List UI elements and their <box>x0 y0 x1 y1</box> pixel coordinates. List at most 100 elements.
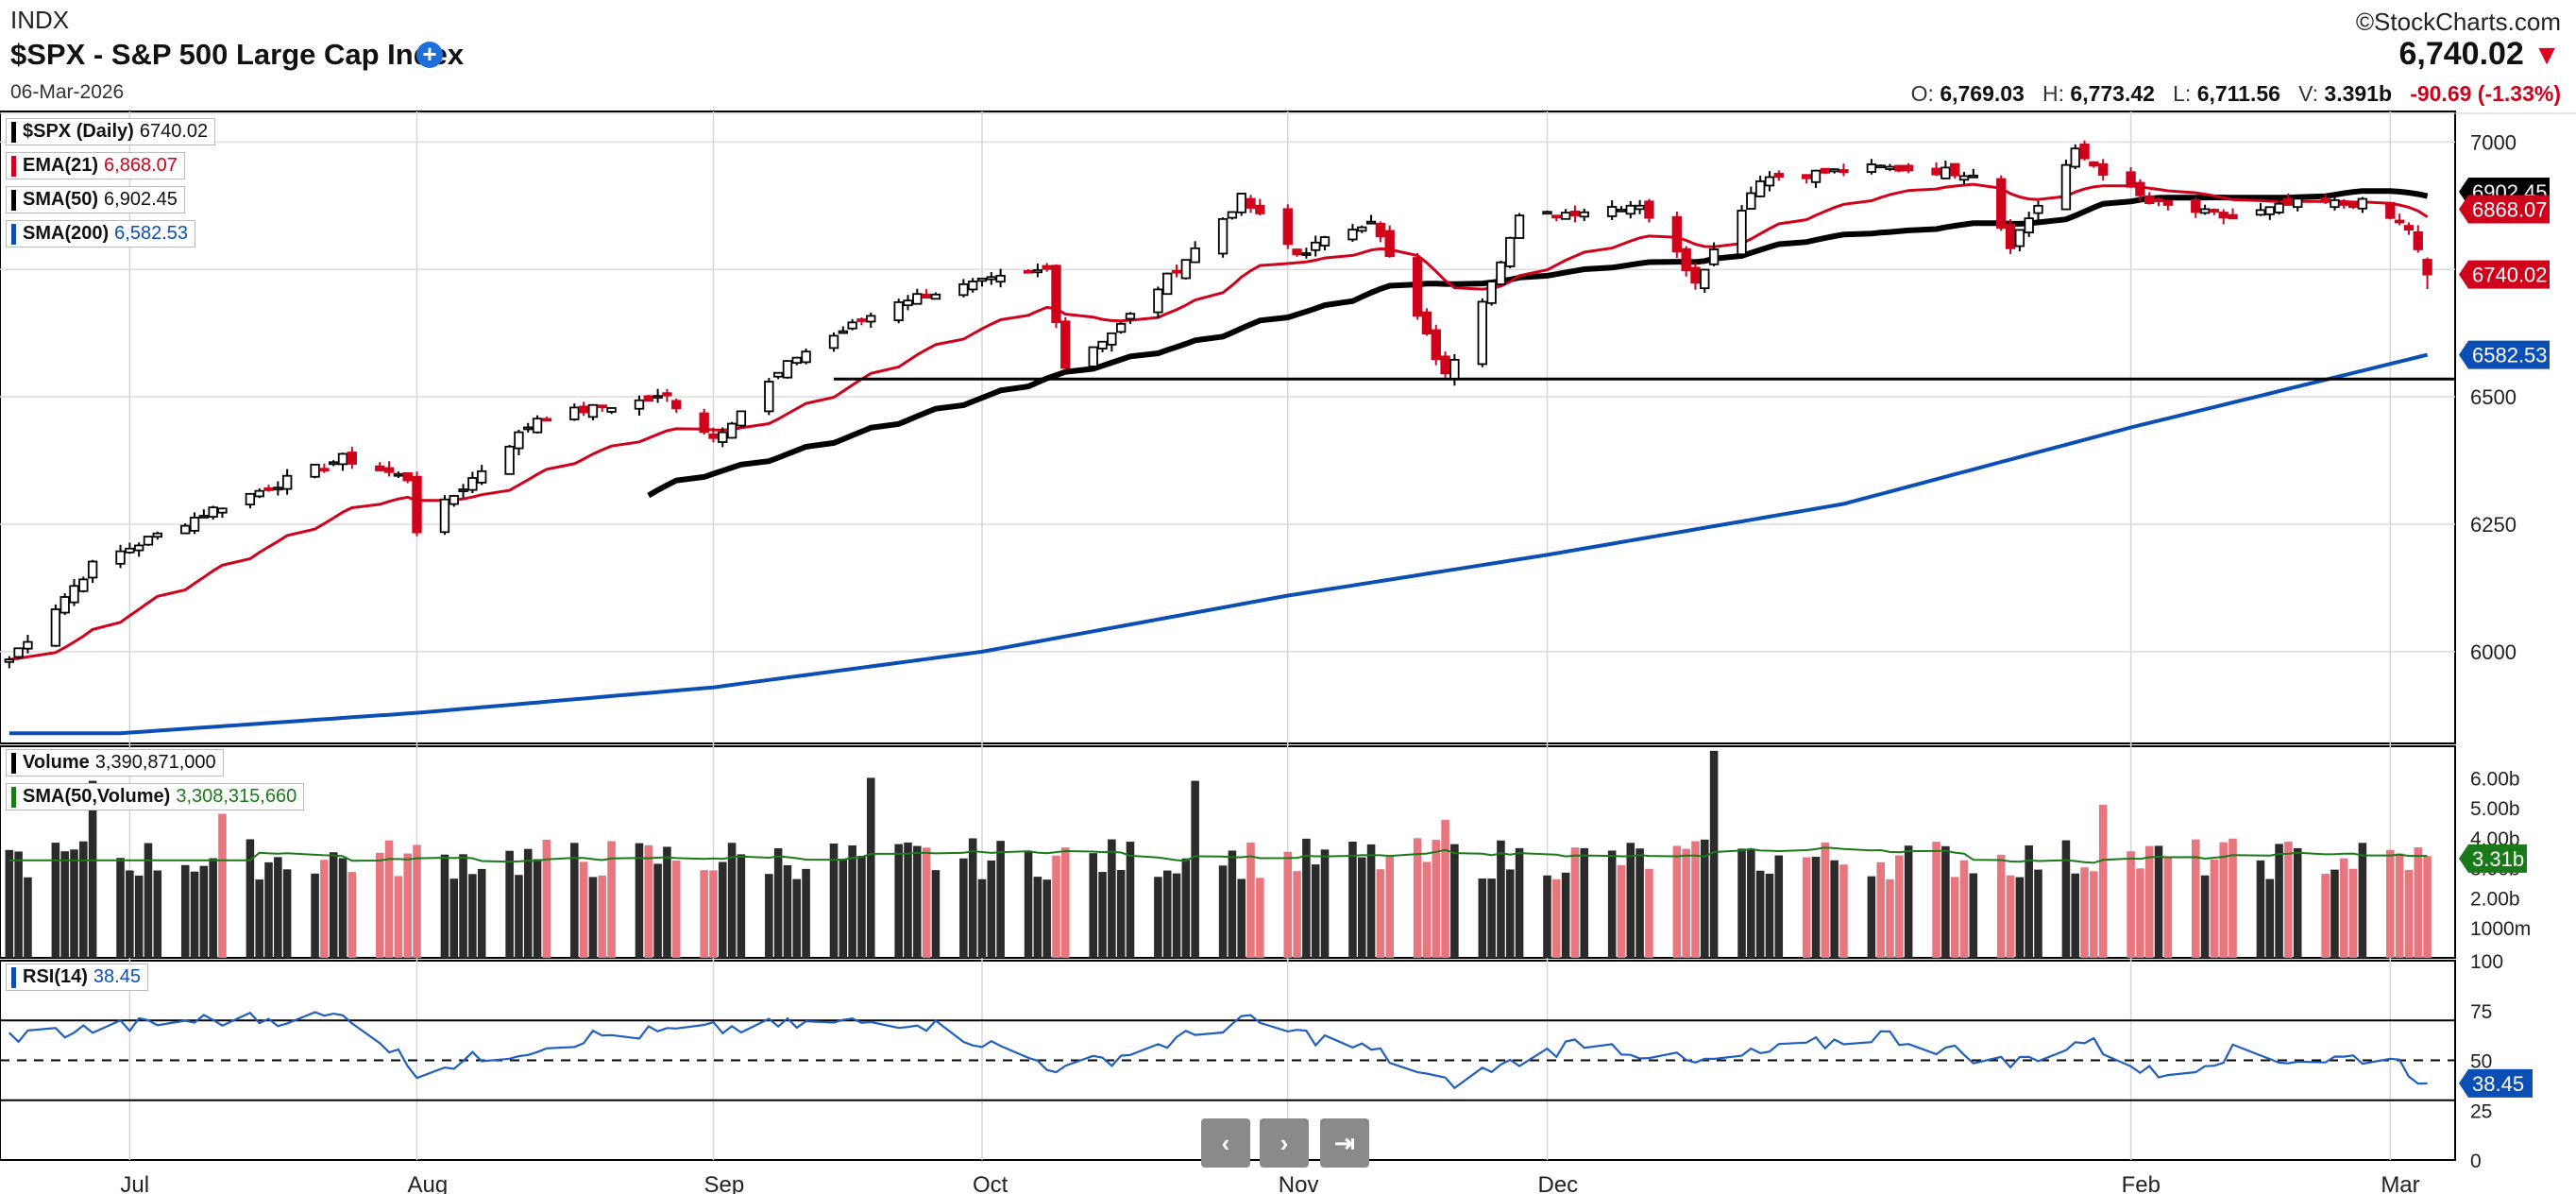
tag-label: 6740.02 <box>2472 264 2548 287</box>
candle-body <box>458 488 468 492</box>
volume-panel[interactable] <box>5 750 2432 958</box>
skip-to-end-icon[interactable]: ⇥ <box>1320 1118 1369 1168</box>
volume-bar <box>459 854 467 958</box>
candle <box>838 326 849 334</box>
legend-price[interactable]: $SPX (Daily) 6740.02 <box>6 118 216 145</box>
candle-body <box>329 461 339 466</box>
volume-bar <box>1876 861 1885 958</box>
volume-bar <box>515 875 523 958</box>
candle-body <box>1505 236 1516 267</box>
brand-logo[interactable]: ©StockCharts.com <box>2355 8 2561 36</box>
volume-bar <box>1996 854 2006 958</box>
volume-bar <box>1413 838 1422 958</box>
volume-bar <box>1422 861 1432 958</box>
candle-body <box>1115 322 1127 333</box>
candle <box>1700 268 1710 293</box>
candle <box>375 462 385 471</box>
candle-body <box>152 532 162 538</box>
candle-body <box>2274 202 2284 213</box>
candle-body <box>1737 210 1747 256</box>
candle-body <box>208 506 218 518</box>
volume-bar <box>996 841 1005 958</box>
volume-bar <box>653 863 662 958</box>
candle <box>2385 201 2396 220</box>
candle <box>1606 200 1618 220</box>
volume-bar <box>2339 858 2348 958</box>
price-panel[interactable] <box>4 140 2455 736</box>
candle <box>2339 198 2349 209</box>
candle-body <box>1996 178 2007 230</box>
chevron-left-icon[interactable]: ‹ <box>1201 1118 1250 1168</box>
candle <box>1190 241 1200 264</box>
candle-body <box>245 492 256 506</box>
candle <box>968 278 978 293</box>
candle <box>856 317 867 326</box>
candle-body <box>2283 197 2294 206</box>
volume-bar <box>1302 838 1311 958</box>
legend-price-name: $SPX (Daily) <box>23 121 134 142</box>
volume-bar <box>1811 857 1821 958</box>
legend-sma50[interactable]: SMA(50) 6,902.45 <box>6 186 185 213</box>
candle-body <box>143 536 154 546</box>
legend-volume-value: 3,390,871,000 <box>94 752 216 773</box>
candle <box>1088 346 1098 370</box>
candle <box>2005 218 2016 254</box>
volume-bar <box>2191 839 2200 958</box>
candle <box>319 463 330 473</box>
volume-bar <box>2404 869 2414 958</box>
candle <box>791 356 802 366</box>
volume-tick-label: 1000m <box>2470 918 2531 940</box>
volume-bar <box>1228 850 1237 958</box>
volume-bar <box>987 860 996 958</box>
volume-bar <box>1969 873 1978 958</box>
candle-body <box>115 550 126 565</box>
candle <box>1319 235 1330 251</box>
volume-bar <box>588 877 598 958</box>
candle <box>801 349 811 365</box>
candle <box>69 579 79 606</box>
candle <box>1357 225 1367 233</box>
candle <box>217 507 228 519</box>
legend-ema21[interactable]: EMA(21) 6,868.07 <box>6 152 185 179</box>
volume-bar <box>2395 853 2404 958</box>
volume-bar <box>1959 860 1969 958</box>
volume-bar <box>904 842 912 958</box>
volume-bar <box>394 876 403 958</box>
legend-rsi[interactable]: RSI(14) 38.45 <box>6 964 148 991</box>
candle-body <box>1569 211 1581 217</box>
candle-body <box>726 422 737 439</box>
candle <box>1301 247 1312 259</box>
candle-body <box>4 658 14 663</box>
candle-body <box>1440 355 1450 375</box>
candle-body <box>1384 230 1395 258</box>
candle-body <box>2126 171 2136 188</box>
candle-body <box>337 452 348 466</box>
legend-sma200[interactable]: SMA(200) 6,582.53 <box>6 220 195 247</box>
candle <box>1616 206 1627 213</box>
candle <box>1579 208 1589 222</box>
change-value: -90.69 (-1.33%) <box>2410 81 2561 106</box>
candle-body <box>1032 269 1043 274</box>
candle <box>634 395 645 417</box>
candle-body <box>2218 212 2229 219</box>
legend-volume-sma[interactable]: SMA(50,Volume) 3,308,315,660 <box>6 783 305 810</box>
candle <box>115 544 126 569</box>
volume-bar <box>802 868 810 958</box>
plus-circle-icon[interactable]: + <box>416 42 443 68</box>
volume-bar <box>829 843 839 958</box>
volume-bar <box>5 849 14 958</box>
candle <box>2070 144 2080 170</box>
rsi-tick-label: 25 <box>2470 1100 2492 1122</box>
rsi-panel[interactable] <box>0 1011 2455 1101</box>
rsi-tick-label: 75 <box>2470 1001 2492 1023</box>
candle <box>1180 259 1192 280</box>
chevron-right-icon[interactable]: › <box>1260 1118 1309 1168</box>
volume-sma-line <box>8 846 2428 864</box>
candle <box>281 469 293 495</box>
legend-volume[interactable]: Volume 3,390,871,000 <box>6 749 224 776</box>
candle-body <box>504 445 515 475</box>
candle <box>1764 171 1775 192</box>
high-value: 6,773.42 <box>2070 81 2155 106</box>
candle <box>1810 169 1822 188</box>
candle <box>764 377 774 416</box>
